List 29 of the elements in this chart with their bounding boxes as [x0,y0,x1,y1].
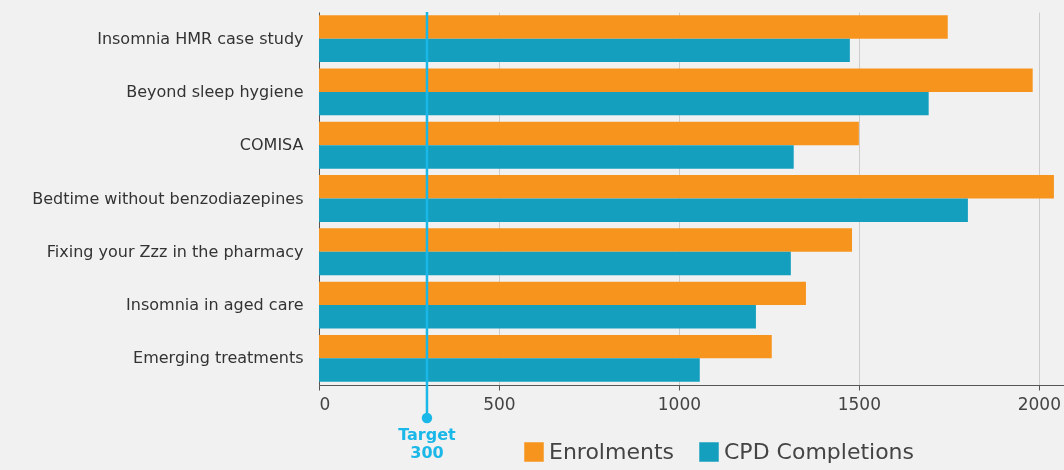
bar [319,228,853,252]
bar [319,358,700,382]
bar [319,145,794,169]
bar [319,305,756,329]
x-tick-label: 500 [483,393,516,414]
bar [319,68,1033,92]
legend-label: Enrolments [549,439,674,464]
bar [319,334,772,359]
y-tick-label: Fixing your Zzz in the pharmacy [46,241,304,261]
ref-line-label: Target 300 [398,425,457,462]
y-tick-label: Emerging treatments [133,348,304,368]
bar [319,281,806,306]
y-tick-label: Beyond sleep hygiene [126,81,304,101]
bar [319,91,929,116]
y-tick-label: Insomnia in aged care [126,295,304,315]
y-tick-label: Insomnia HMR case study [97,28,304,48]
x-tick-label: 1500 [837,393,881,414]
x-tick-label: 0 [319,393,331,414]
bar [319,15,948,39]
x-tick-label: 1000 [657,393,702,414]
bar [319,121,859,146]
bar [319,251,791,276]
y-tick-label: COMISA [239,135,304,155]
bar [319,175,1054,199]
y-tick-label: Bedtime without benzodiazepines [32,188,304,208]
bar [319,198,968,222]
bar [319,38,850,63]
legend-label: CPD Completions [724,439,915,464]
x-tick-label: 2000 [1017,393,1061,414]
